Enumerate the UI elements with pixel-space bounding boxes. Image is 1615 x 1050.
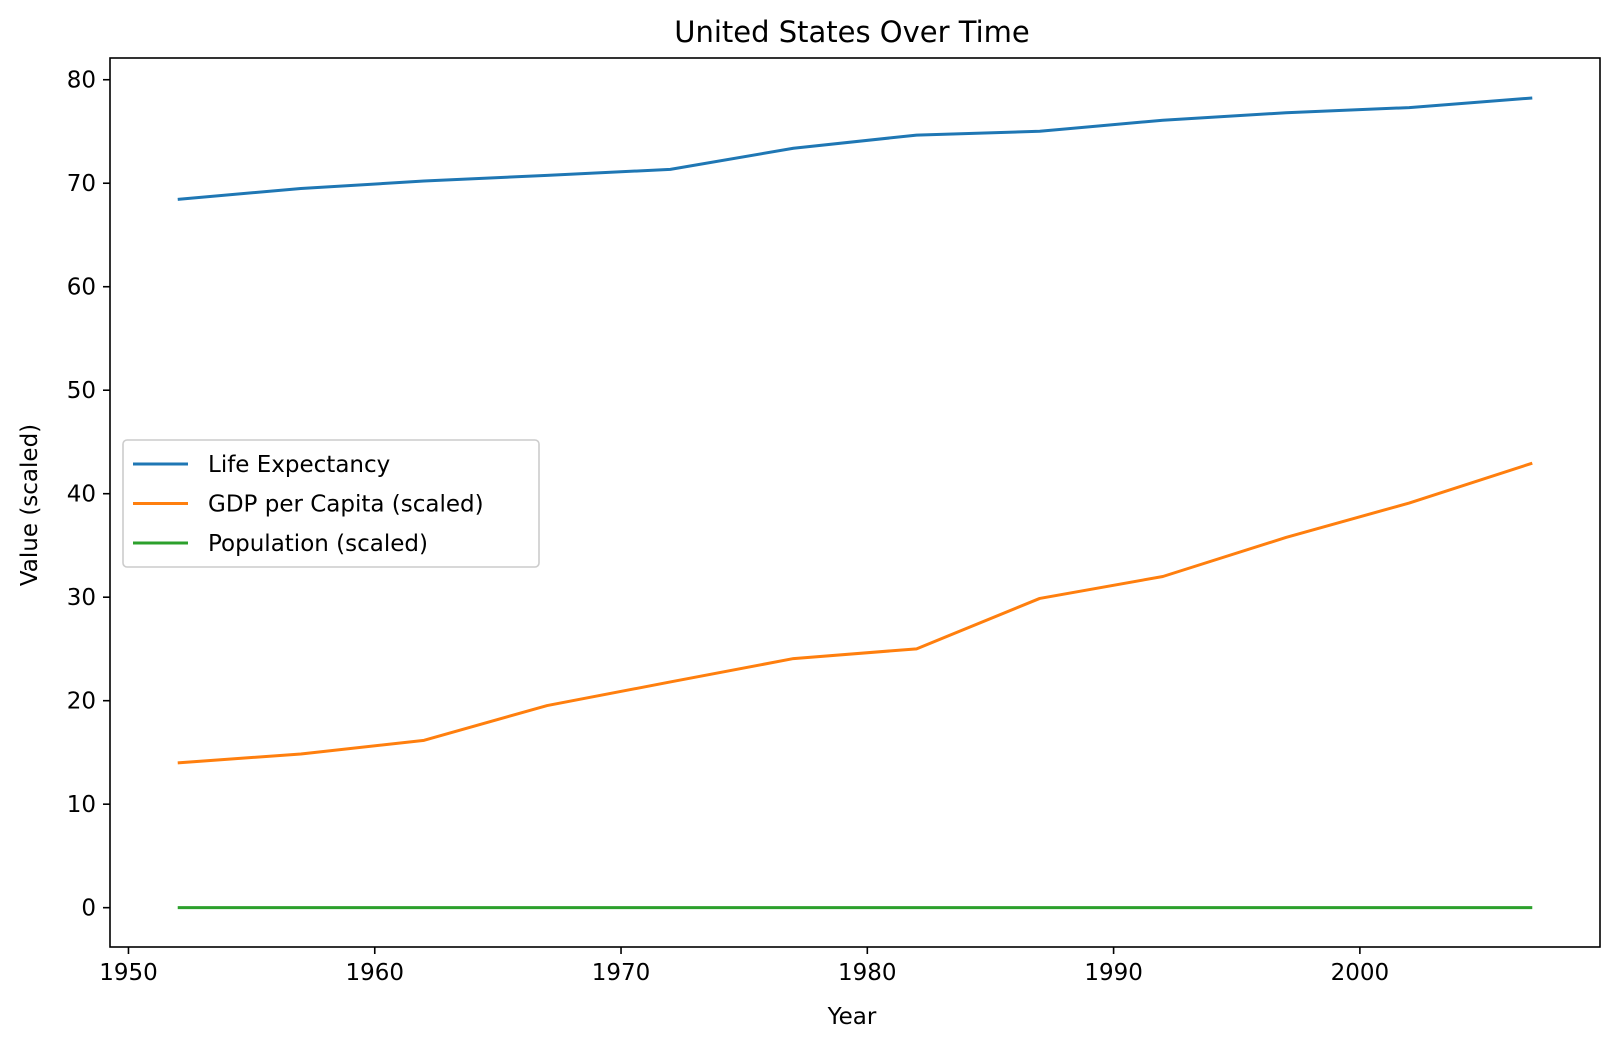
x-tick-label: 2000 [1331, 960, 1390, 986]
y-tick-label: 70 [67, 171, 96, 197]
legend: Life Expectancy GDP per Capita (scaled) Po… [122, 439, 540, 568]
y-tick-label: 50 [67, 378, 96, 404]
series-line [177, 461, 1533, 765]
x-tick-label: 1980 [838, 960, 897, 986]
x-tick-label: 1960 [345, 960, 404, 986]
y-tick-label: 30 [67, 585, 96, 611]
y-tick-label: 80 [67, 68, 96, 94]
y-axis: 0 10 20 30 40 50 60 70 80 [67, 68, 110, 922]
y-tick-label: 0 [81, 896, 96, 922]
x-axis: 1950 1960 1970 1980 1990 2000 [99, 947, 1389, 986]
y-tick-label: 40 [67, 482, 96, 508]
series-layer [177, 96, 1533, 910]
legend-label: GDP per Capita (scaled) [208, 492, 484, 518]
x-tick-label: 1990 [1084, 960, 1143, 986]
y-tick-label: 10 [67, 792, 96, 818]
y-tick-label: 20 [67, 689, 96, 715]
x-axis-label: Year [827, 1004, 877, 1030]
legend-box [122, 439, 540, 568]
legend-label: Life Expectancy [208, 452, 390, 478]
x-tick-label: 1970 [592, 960, 651, 986]
y-tick-label: 60 [67, 275, 96, 301]
plot-area [109, 57, 1601, 948]
x-tick-label: 1950 [99, 960, 158, 986]
chart-title: United States Over Time [674, 15, 1030, 49]
y-axis-label: Value (scaled) [17, 424, 43, 586]
series-line [177, 96, 1533, 201]
plot-frame [109, 57, 1601, 948]
legend-label: Population (scaled) [208, 531, 428, 557]
